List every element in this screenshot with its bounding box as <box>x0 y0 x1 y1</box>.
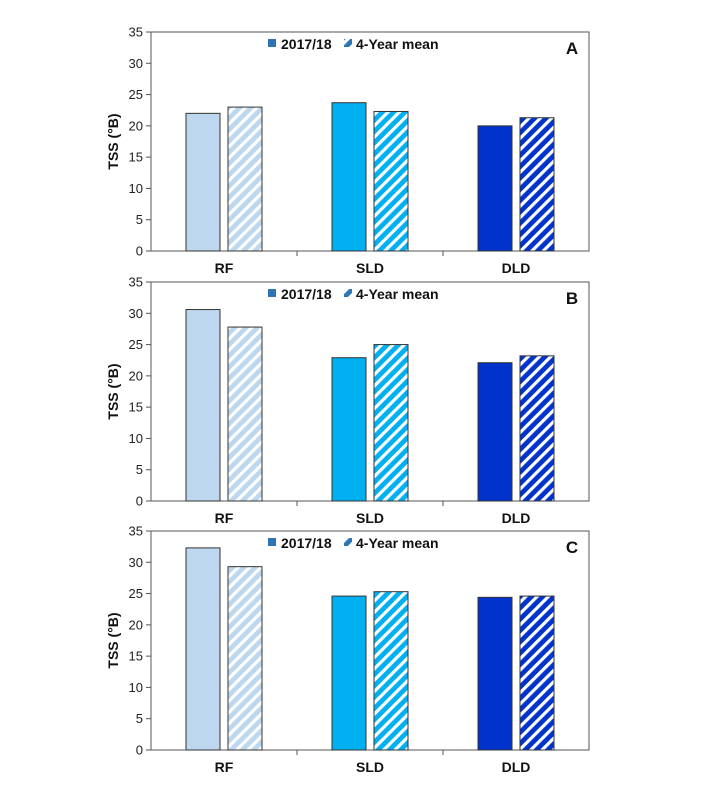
category-label-rf: RF <box>215 510 234 526</box>
y-axis-title: TSS (°B) <box>105 363 121 419</box>
y-tick-label: 10 <box>129 680 143 695</box>
category-label-sld: SLD <box>356 510 384 526</box>
bar-sld-4-year-mean <box>373 344 409 502</box>
category-label-sld: SLD <box>356 759 384 775</box>
y-tick-label: 10 <box>129 181 143 196</box>
category-label-dld: DLD <box>502 510 531 526</box>
bar-sld-2017-18 <box>331 102 367 252</box>
chart-panel-c: 0 5 10 15 20 25 30 35 TSS (°B) RF SLD DLD 2017/18 4-Y… <box>105 524 590 775</box>
y-tick-label: 0 <box>136 244 143 259</box>
y-tick-label: 25 <box>129 87 143 102</box>
plot-frame <box>150 31 590 252</box>
category-label-sld: SLD <box>356 260 384 276</box>
y-tick-label: 30 <box>129 56 143 71</box>
y-tick-label: 30 <box>129 306 143 321</box>
bar-sld-4-year-mean <box>373 110 409 252</box>
bar-rf-2017-18 <box>185 112 221 252</box>
legend-label-2017-18: 2017/18 <box>281 535 332 551</box>
category-label-rf: RF <box>215 260 234 276</box>
y-tick-label: 20 <box>129 368 143 383</box>
y-tick-label: 0 <box>136 743 143 758</box>
category-label-dld: DLD <box>502 759 531 775</box>
legend-swatch-2017-18 <box>268 538 276 546</box>
legend-label-2017-18: 2017/18 <box>281 36 332 52</box>
y-tick-label: 25 <box>129 337 143 352</box>
y-tick-label: 15 <box>129 150 143 165</box>
chart-panel-b: 0 5 10 15 20 25 30 35 TSS (°B) RF SLD DLD 2017/18 4-Y… <box>105 275 590 526</box>
chart-panel-a: 0 5 10 15 20 25 30 35 TSS (°B) RF SLD DLD 2017/18 4-Y… <box>105 25 590 276</box>
bar-dld-4-year-mean <box>519 355 555 502</box>
y-tick-label: 5 <box>136 711 143 726</box>
bar-rf-4-year-mean <box>227 106 263 252</box>
legend-label-2017-18: 2017/18 <box>281 286 332 302</box>
y-tick-label: 10 <box>129 431 143 446</box>
bar-dld-2017-18 <box>477 362 513 502</box>
y-tick-label: 35 <box>129 25 143 40</box>
category-label-rf: RF <box>215 759 234 775</box>
y-tick-label: 25 <box>129 586 143 601</box>
bar-sld-2017-18 <box>331 595 367 751</box>
legend-swatch-2017-18 <box>268 39 276 47</box>
y-tick-label: 35 <box>129 275 143 290</box>
y-tick-label: 15 <box>129 400 143 415</box>
bar-dld-4-year-mean <box>519 595 555 751</box>
y-tick-label: 5 <box>136 462 143 477</box>
y-tick-label: 0 <box>136 494 143 509</box>
bar-rf-4-year-mean <box>227 566 263 751</box>
bar-sld-4-year-mean <box>373 591 409 751</box>
bar-dld-2017-18 <box>477 125 513 252</box>
y-tick-label: 20 <box>129 617 143 632</box>
legend-label-4-year-mean: 4-Year mean <box>356 36 439 52</box>
bar-rf-2017-18 <box>185 309 221 502</box>
bar-dld-2017-18 <box>477 596 513 751</box>
y-axis-title: TSS (°B) <box>105 612 121 668</box>
y-tick-label: 15 <box>129 649 143 664</box>
legend-swatch-2017-18 <box>268 289 276 297</box>
legend-label-4-year-mean: 4-Year mean <box>356 535 439 551</box>
plot-frame <box>150 530 590 751</box>
legend-swatch-4-year-mean <box>344 538 352 546</box>
y-tick-label: 30 <box>129 555 143 570</box>
legend-label-4-year-mean: 4-Year mean <box>356 286 439 302</box>
bar-dld-4-year-mean <box>519 117 555 252</box>
panel-letter: C <box>566 538 578 557</box>
category-label-dld: DLD <box>502 260 531 276</box>
plot-frame <box>150 281 590 502</box>
panel-letter: A <box>566 39 578 58</box>
bar-rf-4-year-mean <box>227 326 263 502</box>
y-tick-label: 20 <box>129 118 143 133</box>
legend-swatch-4-year-mean <box>344 39 352 47</box>
bar-rf-2017-18 <box>185 547 221 751</box>
y-tick-label: 5 <box>136 212 143 227</box>
bar-sld-2017-18 <box>331 357 367 502</box>
y-tick-label: 35 <box>129 524 143 539</box>
y-axis-title: TSS (°B) <box>105 113 121 169</box>
legend-swatch-4-year-mean <box>344 289 352 297</box>
panel-letter: B <box>566 289 578 308</box>
